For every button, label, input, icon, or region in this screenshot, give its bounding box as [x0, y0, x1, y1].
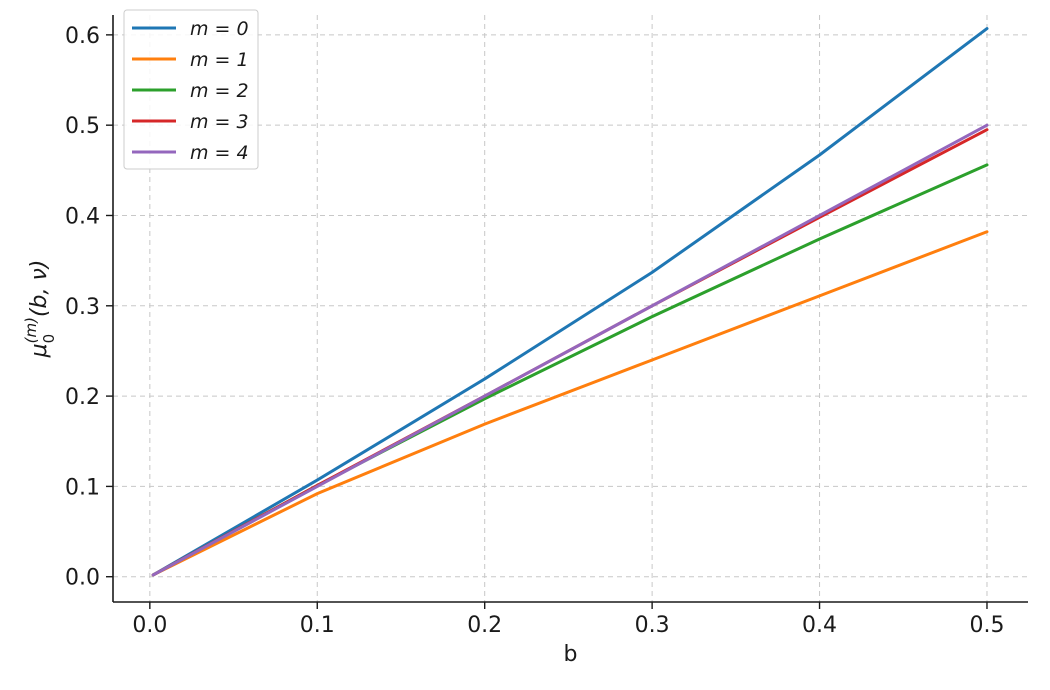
y-tick-label: 0.1: [65, 475, 100, 500]
series-line-m4: [151, 123, 989, 577]
y-tick-label: 0.4: [65, 204, 100, 229]
x-tick-label: 0.4: [802, 613, 837, 638]
series-line-m0: [151, 27, 989, 577]
x-tick-label: 0.1: [300, 613, 335, 638]
legend-label-m3: m = 3: [190, 111, 249, 133]
legend-label-m1: m = 1: [190, 49, 249, 71]
legend-label-m4: m = 4: [190, 142, 249, 164]
y-axis-label-subscript: 0: [40, 334, 58, 344]
legend: m = 0 m = 1 m = 2 m = 3 m = 4: [123, 9, 259, 170]
y-tick-label: 0.5: [65, 114, 100, 139]
x-tick-label: 0.5: [969, 613, 1004, 638]
series-lines: [151, 27, 989, 577]
y-axis-label-base: μ: [27, 343, 52, 358]
legend-label-m0: m = 0: [190, 18, 249, 40]
axes: [112, 15, 1028, 603]
series-line-m1: [151, 230, 989, 577]
legend-items: m = 0 m = 1 m = 2 m = 3 m = 4: [132, 18, 249, 164]
y-tick-label: 0.6: [65, 24, 100, 49]
y-tick-label: 0.0: [65, 566, 100, 591]
legend-label-m2: m = 2: [190, 80, 249, 102]
ticks: 0.0 0.1 0.2 0.3 0.4 0.5 0.0 0.1 0.2 0.3 0.4 0.5 0.6: [65, 24, 1004, 638]
y-axis-label: μ(m)0 (b, ν): [22, 260, 58, 359]
x-tick-label: 0.3: [635, 613, 670, 638]
y-tick-label: 0.2: [65, 385, 100, 410]
x-axis-label: b: [564, 642, 578, 667]
y-axis-label-args: (b, ν): [27, 260, 52, 317]
grid: [113, 15, 1028, 602]
y-tick-label: 0.3: [65, 295, 100, 320]
legend-box: [123, 9, 259, 170]
x-tick-label: 0.2: [467, 613, 502, 638]
x-tick-label: 0.0: [132, 613, 167, 638]
y-axis-label-superscript: (m): [22, 317, 40, 343]
